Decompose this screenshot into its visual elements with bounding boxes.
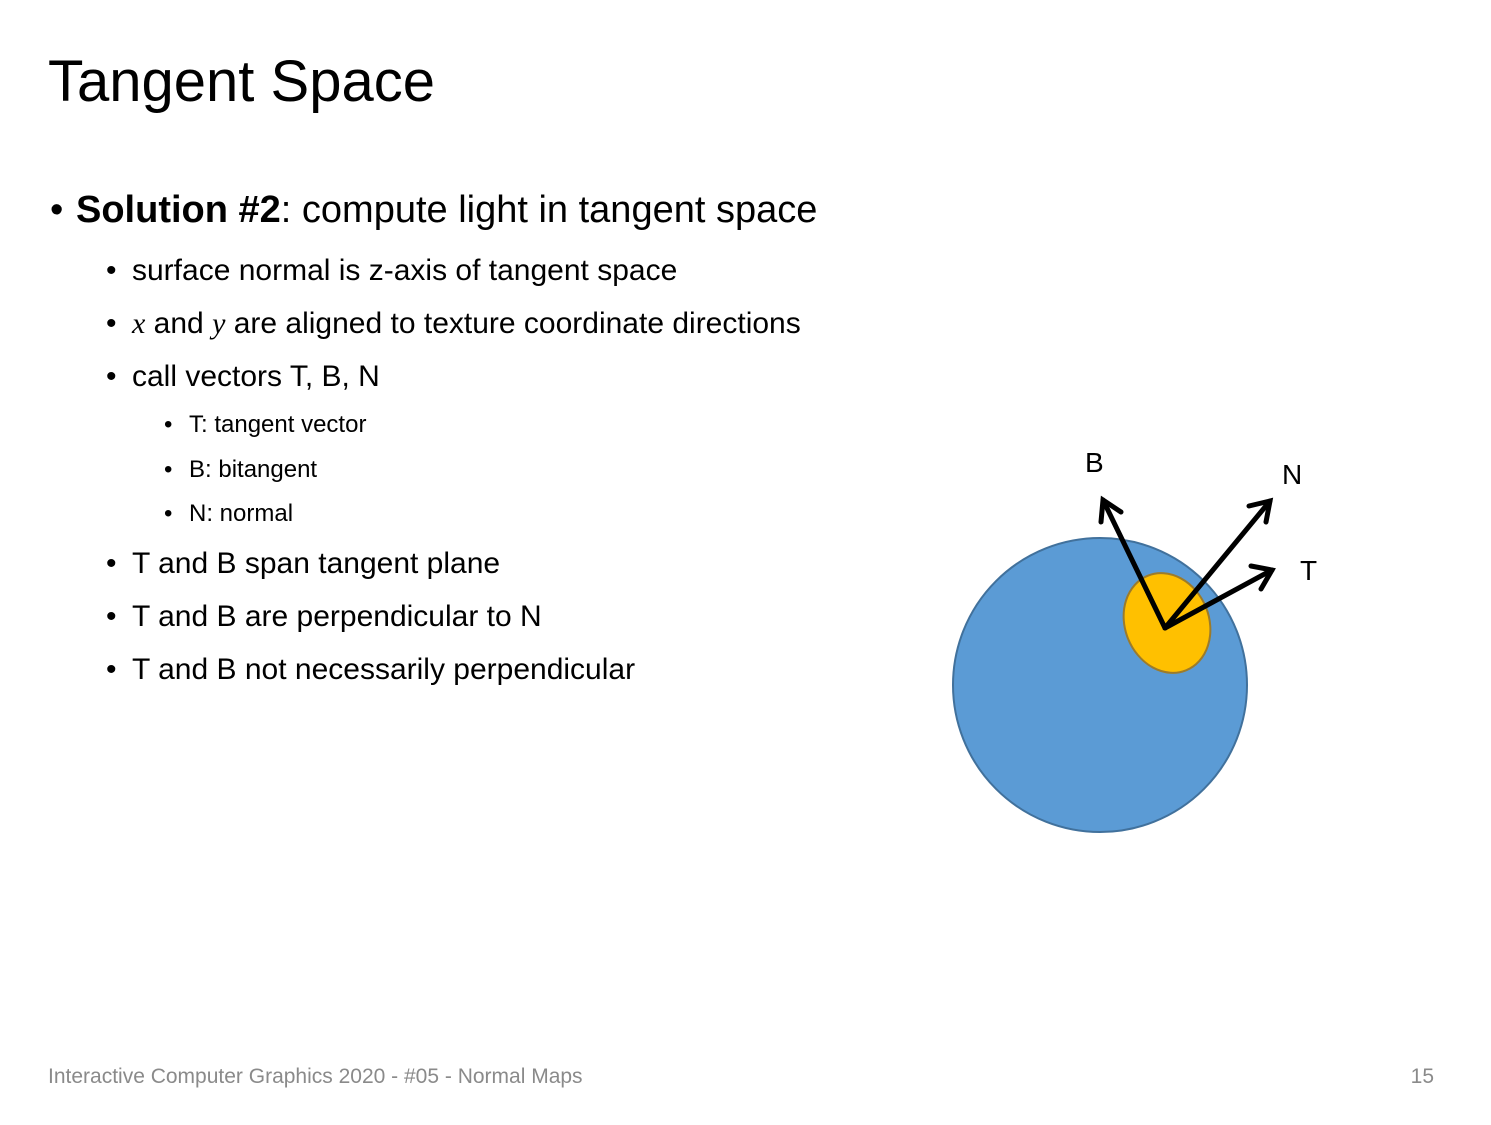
- vector-label: B: [1085, 447, 1104, 478]
- n-vector: [1162, 498, 1273, 631]
- bullet: x and y are aligned to texture coordinat…: [50, 297, 817, 350]
- vector-label: T: [1300, 555, 1317, 586]
- bullet-text: surface normal is z-axis of tangent spac…: [132, 254, 678, 287]
- t-vector: [1162, 567, 1275, 631]
- bullet-text: N: normal: [189, 500, 294, 527]
- arrowhead: [1248, 563, 1276, 592]
- page-number: 15: [1410, 1065, 1434, 1088]
- bullet-text: Solution #2: [76, 189, 281, 231]
- bullet-text: : compute light in tangent space: [280, 189, 818, 231]
- bullet: T and B not necessarily perpendicular: [50, 643, 817, 696]
- bullet: T and B are perpendicular to N: [50, 590, 817, 643]
- bullet: N: normal: [50, 492, 817, 537]
- bullet: T and B span tangent plane: [50, 537, 817, 590]
- bullet-text: B: bitangent: [189, 455, 318, 483]
- math-variable: y: [212, 307, 226, 340]
- bullet-text: T: tangent vector: [189, 411, 367, 438]
- footer: Interactive Computer Graphics 2020 - #05…: [48, 1065, 583, 1088]
- vector-label: N: [1282, 459, 1302, 490]
- bullet: Solution #2: compute light in tangent sp…: [50, 182, 817, 244]
- b-vector: [1100, 497, 1168, 631]
- vectors: [1098, 495, 1276, 631]
- bullet-text: T and B are perpendicular to N: [132, 599, 542, 633]
- bullet-text: call vectors T, B, N: [132, 360, 380, 393]
- bullet-list: Solution #2: compute light in tangent sp…: [50, 182, 817, 696]
- slide-title: Tangent Space: [48, 49, 435, 114]
- arrowhead: [1246, 497, 1274, 525]
- bullet: B: bitangent: [50, 448, 817, 493]
- bullet: T: tangent vector: [50, 403, 817, 448]
- bullet-text: and: [145, 307, 213, 340]
- bullet-text: T and B not necessarily perpendicular: [132, 652, 636, 686]
- bullet-text: are aligned to texture coordinate direct…: [225, 307, 801, 340]
- bullet-text: T and B span tangent plane: [132, 546, 501, 580]
- bullet: surface normal is z-axis of tangent spac…: [50, 244, 817, 297]
- bullet: call vectors T, B, N: [50, 350, 817, 403]
- math-variable: x: [132, 307, 146, 340]
- arrowhead: [1098, 495, 1124, 525]
